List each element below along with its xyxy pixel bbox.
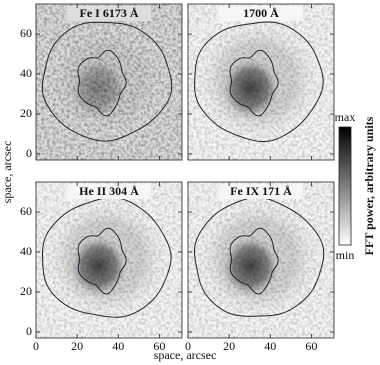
y-tick-label: 0 bbox=[26, 146, 32, 160]
outer-contour bbox=[41, 21, 173, 142]
y-tick-label: 60 bbox=[20, 26, 32, 40]
outer-contour bbox=[193, 196, 325, 317]
outer-contour bbox=[41, 196, 172, 318]
panel-frame bbox=[35, 181, 183, 339]
image bbox=[36, 182, 182, 338]
panel-title: Fe I 6173 Å bbox=[80, 6, 139, 20]
image bbox=[188, 4, 334, 160]
x-axis-label: space, arcsec bbox=[154, 348, 217, 362]
image-noise bbox=[188, 182, 334, 338]
inner-contour bbox=[77, 49, 127, 117]
y-tick-label: 20 bbox=[20, 284, 32, 298]
title-background bbox=[219, 6, 303, 21]
x-tick-label: 0 bbox=[185, 339, 191, 353]
y-tick-label: 60 bbox=[20, 204, 32, 218]
y-tick-label: 40 bbox=[20, 244, 32, 258]
panel: Fe I 6173 Å 0 20 40 60 bbox=[20, 3, 183, 161]
x-tick-label: 40 bbox=[112, 339, 124, 353]
title-background bbox=[219, 184, 303, 199]
inner-contour bbox=[229, 49, 279, 117]
x-tick-label: 20 bbox=[223, 339, 235, 353]
title-background bbox=[67, 184, 151, 199]
panel-title: He II 304 Å bbox=[79, 184, 139, 198]
y-tick-label: 0 bbox=[26, 324, 32, 338]
panel-frame bbox=[187, 3, 335, 161]
title-background bbox=[67, 6, 151, 21]
image bbox=[36, 4, 182, 160]
panel: Fe IX 171 Å 0 20 40 60 bbox=[185, 181, 335, 353]
colorbar-min: min bbox=[336, 248, 355, 262]
inner-contour bbox=[77, 227, 127, 295]
y-tick-label: 40 bbox=[20, 66, 32, 80]
colorbar-max: max bbox=[335, 110, 356, 124]
image bbox=[188, 182, 334, 338]
panel-frame bbox=[187, 181, 335, 339]
x-tick-label: 20 bbox=[71, 339, 83, 353]
panel-frame bbox=[35, 3, 183, 161]
panel: 1700 Å bbox=[187, 3, 335, 161]
x-tick-label: 60 bbox=[153, 339, 165, 353]
x-tick-label: 0 bbox=[33, 339, 39, 353]
colorbar bbox=[338, 126, 352, 246]
y-axis-label: space, arcsec bbox=[0, 141, 14, 204]
colorbar-label: FFT power, arbitrary units bbox=[362, 116, 376, 255]
panel-title: 1700 Å bbox=[243, 6, 279, 20]
image-noise bbox=[36, 182, 182, 338]
panel-title: Fe IX 171 Å bbox=[230, 184, 292, 198]
x-tick-label: 40 bbox=[264, 339, 276, 353]
x-tick-label: 60 bbox=[305, 339, 317, 353]
panel: He II 304 Å 0 20 40 60 0 20 40 60 bbox=[20, 181, 183, 353]
outer-contour bbox=[194, 21, 324, 143]
image-noise bbox=[188, 4, 334, 160]
inner-contour bbox=[229, 227, 279, 295]
image-noise bbox=[36, 4, 182, 160]
y-tick-label: 20 bbox=[20, 106, 32, 120]
